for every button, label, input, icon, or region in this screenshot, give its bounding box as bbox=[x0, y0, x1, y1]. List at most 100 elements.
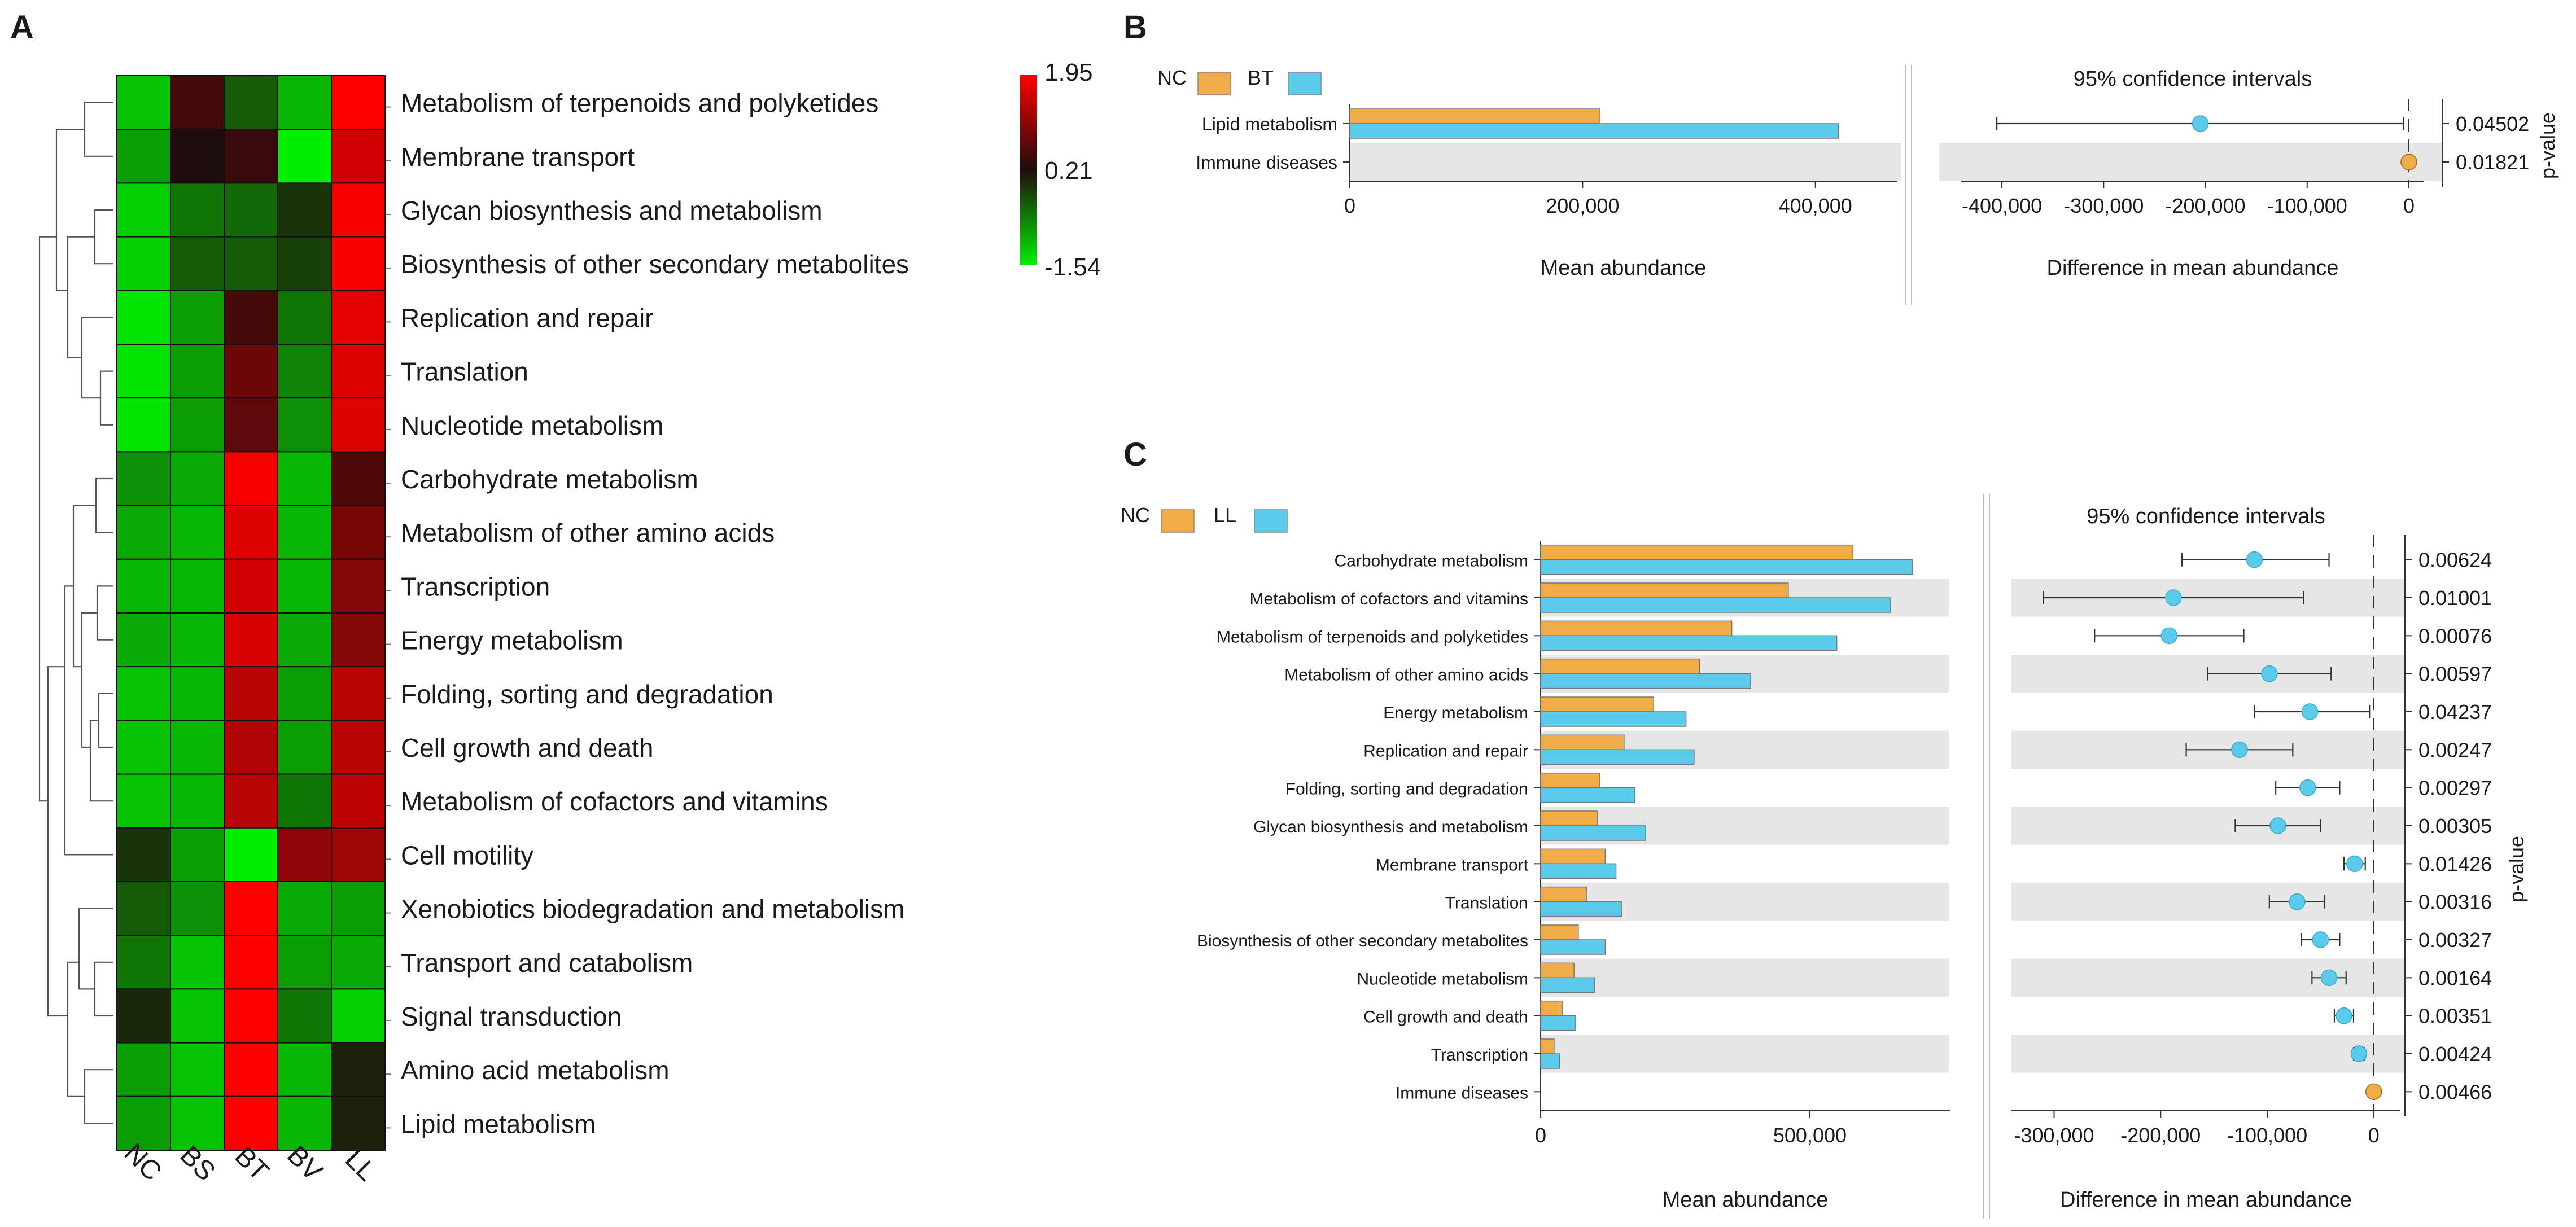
dendrogram-link bbox=[64, 585, 113, 856]
heatmap-cell bbox=[170, 344, 225, 399]
pvalue-label: 0.00351 bbox=[2418, 1005, 2492, 1028]
heatmap-cell bbox=[170, 1095, 225, 1151]
row-label: Replication and repair bbox=[401, 303, 654, 332]
heatmap-cell bbox=[170, 988, 225, 1044]
dendrogram-link bbox=[78, 908, 113, 990]
bar-ll bbox=[1540, 749, 1695, 765]
row-shade bbox=[1939, 143, 2443, 181]
dendrogram-link bbox=[96, 585, 113, 641]
category-label: Cell growth and death bbox=[1363, 1008, 1528, 1027]
dendrogram-link bbox=[55, 129, 85, 291]
bar-x-tick-label: 0 bbox=[1535, 1124, 1546, 1147]
heatmap-cell bbox=[277, 290, 332, 345]
ci-x-tick-label: -300,000 bbox=[2014, 1124, 2094, 1147]
ci-x-tick-label: -100,000 bbox=[2227, 1124, 2307, 1147]
heatmap-cell bbox=[170, 290, 225, 345]
heatmap-cell bbox=[170, 451, 225, 506]
ci-point bbox=[2231, 741, 2248, 759]
heatmap-cell bbox=[116, 75, 171, 130]
heatmap-cell bbox=[224, 182, 278, 238]
bar-bt bbox=[1349, 123, 1839, 139]
row-label: Amino acid metabolism bbox=[401, 1055, 670, 1085]
heatmap-cell bbox=[170, 666, 225, 721]
heatmap-cell bbox=[224, 344, 278, 399]
heatmap-cell bbox=[331, 129, 386, 184]
ci-x-axis-label: Difference in mean abundance bbox=[2047, 256, 2339, 280]
dendrogram-link bbox=[67, 961, 85, 1097]
pvalue-label: 0.04502 bbox=[2456, 112, 2529, 135]
ci-point bbox=[2289, 893, 2306, 910]
ci-title: 95% confidence intervals bbox=[2074, 67, 2312, 91]
pvalue-label: 0.01001 bbox=[2418, 586, 2492, 610]
heatmap-cell bbox=[331, 505, 386, 560]
row-shade bbox=[1349, 143, 1901, 181]
row-label: Xenobiotics biodegradation and metabolis… bbox=[401, 895, 904, 924]
bar-ll bbox=[1540, 673, 1751, 689]
heatmap-cell bbox=[116, 290, 171, 345]
ci-point bbox=[2301, 703, 2319, 720]
bar-nc bbox=[1540, 962, 1575, 979]
heatmap-cell bbox=[170, 182, 225, 238]
heatmap-cell bbox=[277, 666, 332, 721]
ci-x-tick-label: 0 bbox=[2368, 1124, 2380, 1147]
bar-ll bbox=[1540, 711, 1687, 727]
heatmap-cell bbox=[277, 397, 332, 453]
bar-ll bbox=[1540, 597, 1891, 613]
heatmap-cell bbox=[277, 451, 332, 506]
bar-x-tick-label: 0 bbox=[1344, 194, 1355, 217]
heatmap-cell bbox=[331, 451, 386, 506]
category-label: Immune diseases bbox=[1196, 152, 1337, 173]
heatmap-cell bbox=[116, 935, 171, 990]
category-label: Membrane transport bbox=[1376, 856, 1529, 874]
heatmap-cell bbox=[224, 505, 278, 560]
heatmap-cell bbox=[116, 236, 171, 291]
legend-label-nc: NC bbox=[1121, 503, 1150, 527]
heatmap-cell bbox=[331, 290, 386, 345]
heatmap-cell bbox=[116, 1095, 171, 1151]
category-label: Replication and repair bbox=[1363, 742, 1528, 760]
ci-point bbox=[2312, 931, 2329, 948]
bar-x-tick-label: 200,000 bbox=[1546, 194, 1619, 217]
legend-swatch-nc bbox=[1197, 72, 1231, 95]
category-label: Metabolism of cofactors and vitamins bbox=[1249, 590, 1528, 608]
pvalue-label: 0.00327 bbox=[2418, 928, 2492, 952]
ci-x-tick-label: -200,000 bbox=[2165, 194, 2245, 217]
panel-b: B NC BT Lipid metabolism Immune diseases 0 200… bbox=[1123, 9, 2559, 305]
row-shade bbox=[2011, 1035, 2404, 1073]
heatmap-cell bbox=[116, 505, 171, 560]
pvalue-label: 0.00466 bbox=[2418, 1080, 2492, 1103]
heatmap-cell bbox=[277, 988, 332, 1044]
heatmap-cell bbox=[224, 236, 278, 291]
dendrogram-link bbox=[84, 1069, 113, 1124]
heatmap-cell bbox=[277, 182, 332, 238]
dendrogram-link bbox=[95, 477, 113, 533]
heatmap-cell bbox=[224, 827, 278, 883]
heatmap-cell bbox=[170, 397, 225, 453]
row-label: Folding, sorting and degradation bbox=[401, 680, 773, 709]
row-label: Biosynthesis of other secondary metaboli… bbox=[401, 249, 909, 279]
heatmap-cell bbox=[277, 505, 332, 560]
ci-x-axis-label: Difference in mean abundance bbox=[2060, 1188, 2352, 1212]
bar-nc bbox=[1540, 810, 1598, 826]
category-label: Transcription bbox=[1431, 1046, 1528, 1064]
colorbar-mid-label: 0.21 bbox=[1044, 157, 1093, 185]
heatmap-cell bbox=[224, 129, 278, 184]
dendrogram-link bbox=[89, 720, 113, 802]
category-label: Glycan biosynthesis and metabolism bbox=[1253, 818, 1528, 836]
dendrogram-link bbox=[38, 236, 56, 802]
heatmap-cell bbox=[224, 290, 278, 345]
bar-x-axis-label: Mean abundance bbox=[1663, 1188, 1829, 1212]
category-label: Lipid metabolism bbox=[1202, 114, 1337, 134]
heatmap-cell bbox=[224, 612, 278, 668]
heatmap-cell bbox=[331, 182, 386, 238]
dendrogram-link bbox=[84, 102, 113, 157]
heatmap-cell bbox=[170, 773, 225, 829]
heatmap-cell bbox=[224, 451, 278, 506]
ci-x-tick-label: -400,000 bbox=[1962, 194, 2042, 217]
ci-point bbox=[2350, 1045, 2368, 1062]
heatmap-cell bbox=[170, 935, 225, 990]
bar-x-axis-label: Mean abundance bbox=[1541, 256, 1707, 280]
dendrogram-link bbox=[72, 505, 96, 668]
pvalue-label: 0.00247 bbox=[2418, 738, 2492, 761]
row-label: Translation bbox=[401, 357, 528, 387]
